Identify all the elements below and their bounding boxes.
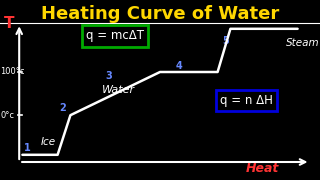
Text: T: T xyxy=(4,16,15,31)
Text: 2: 2 xyxy=(59,103,66,113)
Text: q = n ΔH: q = n ΔH xyxy=(220,94,273,107)
Text: Heat: Heat xyxy=(246,162,279,175)
Text: Steam: Steam xyxy=(286,38,320,48)
Text: 0°c: 0°c xyxy=(1,111,15,120)
Text: Heating Curve of Water: Heating Curve of Water xyxy=(41,5,279,23)
Text: Water: Water xyxy=(102,85,135,95)
Text: 5: 5 xyxy=(222,35,229,46)
Text: 4: 4 xyxy=(176,61,183,71)
Text: 1: 1 xyxy=(24,143,31,153)
Text: q = mcΔT: q = mcΔT xyxy=(86,30,144,42)
Text: 3: 3 xyxy=(105,71,112,81)
Text: 100°c: 100°c xyxy=(0,68,25,76)
Text: Ice: Ice xyxy=(40,137,56,147)
